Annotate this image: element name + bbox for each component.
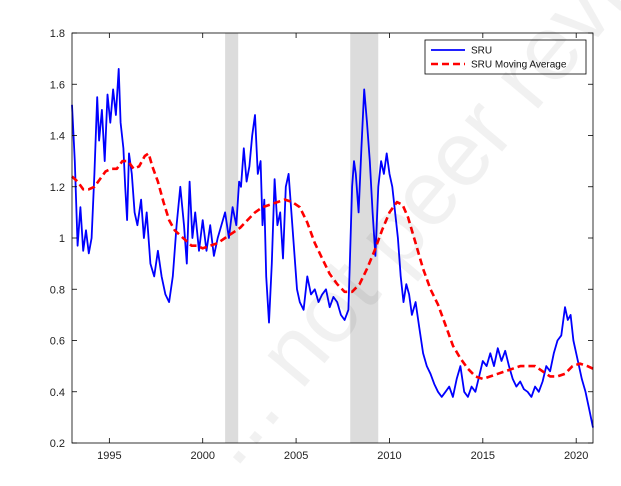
x-tick-label-2010: 2010 <box>377 450 401 462</box>
y-tick-label-1.4: 1.4 <box>50 131 65 143</box>
legend-label-sru: SRU <box>471 46 492 57</box>
x-tick-label-2000: 2000 <box>190 450 214 462</box>
y-tick-label-1.6: 1.6 <box>50 79 65 91</box>
series-line-sru-moving-average <box>71 152 594 381</box>
y-tick-label-1.8: 1.8 <box>50 28 65 40</box>
tick-layer <box>72 32 593 444</box>
y-tick-label-1.2: 1.2 <box>50 182 65 194</box>
y-tick-label-0.8: 0.8 <box>50 284 65 296</box>
series-line-sru <box>71 68 594 428</box>
legend-box <box>424 39 587 75</box>
legend: SRU SRU Moving Average <box>424 39 587 75</box>
y-tick-label-0.4: 0.4 <box>50 387 65 399</box>
legend-label-sru-moving-average: SRU Moving Average <box>471 60 567 71</box>
x-tick-label-1995: 1995 <box>97 450 121 462</box>
x-tick-label-2005: 2005 <box>284 450 308 462</box>
y-tick-label-1: 1 <box>59 233 65 245</box>
tick-label-layer: 1995 2000 2005 2010 2015 2020 0.2 0.4 0.6 0.8 1 1.2… <box>50 28 589 462</box>
series-layer <box>71 68 594 428</box>
x-tick-label-2020: 2020 <box>564 450 588 462</box>
y-tick-label-0.6: 0.6 <box>50 336 65 348</box>
x-tick-label-2015: 2015 <box>471 450 495 462</box>
y-tick-label-0.2: 0.2 <box>50 438 65 450</box>
recession-band-1 <box>225 33 239 443</box>
